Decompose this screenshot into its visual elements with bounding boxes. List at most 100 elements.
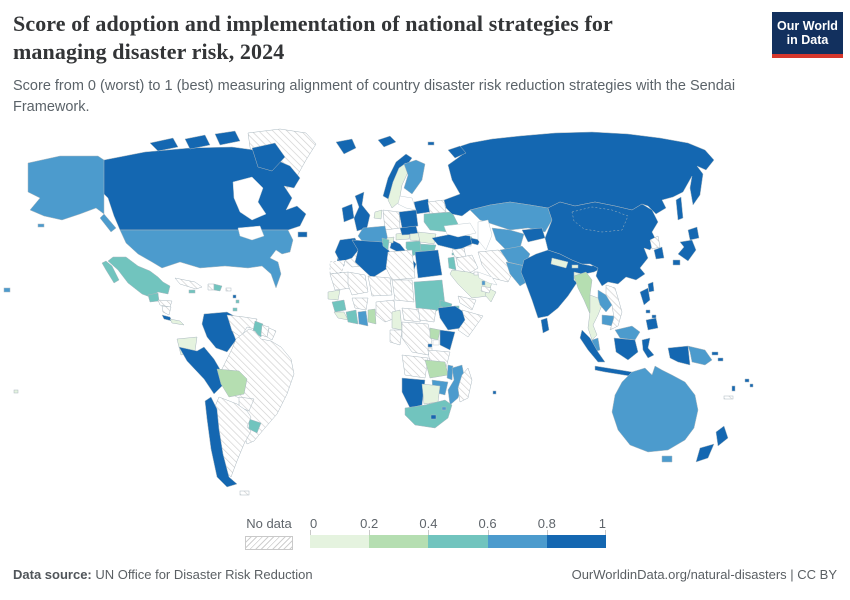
country-belarus[interactable] [427, 199, 447, 215]
country-kuwait[interactable] [473, 271, 479, 276]
country-puerto-rico[interactable] [225, 287, 232, 292]
country-paraguay[interactable] [238, 396, 255, 412]
country-uae[interactable] [480, 285, 492, 294]
country-vietnam[interactable] [605, 284, 623, 331]
country-sierra-leone-liberia[interactable] [333, 311, 349, 321]
country-niger[interactable] [367, 275, 393, 297]
country-eswatini[interactable] [441, 406, 447, 411]
country-usa-hawaii[interactable] [3, 287, 11, 293]
country-angola[interactable] [401, 354, 429, 379]
country-kenya[interactable] [439, 329, 456, 351]
country-romania[interactable] [417, 231, 437, 245]
country-ivory-coast[interactable] [345, 309, 359, 325]
country-iraq[interactable] [455, 254, 479, 275]
country-botswana[interactable] [421, 383, 441, 405]
country-tunisia[interactable] [381, 237, 390, 251]
country-jamaica[interactable] [188, 289, 196, 294]
country-turkey[interactable] [431, 233, 473, 251]
country-new-zealand[interactable] [695, 425, 729, 463]
country-sri-lanka[interactable] [540, 317, 550, 334]
country-guyana[interactable] [252, 320, 264, 338]
country-bolivia[interactable] [216, 368, 248, 398]
country-egypt[interactable] [414, 249, 443, 279]
country-israel-jordan[interactable] [447, 256, 457, 271]
country-mongolia[interactable] [571, 206, 629, 233]
footer-link[interactable]: OurWorldinData.org/natural-disasters | C… [571, 567, 837, 582]
country-uk[interactable] [353, 191, 371, 232]
country-australia[interactable] [611, 365, 699, 463]
country-dominica[interactable] [232, 294, 237, 299]
country-colombia[interactable] [201, 311, 237, 353]
country-nepal[interactable] [550, 257, 569, 269]
country-canada-arctic-islands[interactable] [149, 130, 286, 172]
country-drc[interactable] [401, 321, 433, 356]
country-haiti[interactable] [207, 283, 215, 291]
country-china[interactable] [544, 201, 659, 287]
country-dominican-republic[interactable] [213, 283, 223, 292]
country-fiji[interactable] [744, 378, 754, 388]
country-qatar[interactable] [481, 280, 486, 286]
country-chile[interactable] [204, 396, 238, 488]
legend-no-data[interactable]: No data [245, 516, 293, 550]
country-poland[interactable] [398, 209, 419, 229]
country-mexico[interactable] [101, 256, 171, 298]
country-french-polynesia[interactable] [13, 389, 19, 394]
country-mauritius[interactable] [492, 390, 497, 395]
country-morocco[interactable] [334, 237, 361, 263]
country-guinea[interactable] [331, 299, 347, 313]
country-venezuela[interactable] [226, 314, 258, 338]
legend-color-bar[interactable]: 0 0.2 0.4 0.6 0.8 1 [310, 516, 607, 548]
country-togo-benin[interactable] [367, 308, 377, 325]
country-south-sudan[interactable] [417, 307, 437, 323]
country-russia-sakhalin[interactable] [675, 196, 684, 221]
country-papua-new-guinea[interactable] [687, 345, 713, 366]
country-lesotho[interactable] [430, 414, 437, 420]
country-new-caledonia[interactable] [723, 395, 734, 400]
country-honduras[interactable] [157, 299, 173, 308]
country-nicaragua[interactable] [161, 305, 172, 316]
country-namibia[interactable] [401, 377, 426, 409]
country-russia-franz-josef[interactable] [427, 141, 435, 146]
country-gabon-congo[interactable] [389, 329, 403, 346]
country-vanuatu[interactable] [731, 385, 736, 392]
country-yemen[interactable] [457, 295, 477, 311]
country-sudan[interactable] [413, 279, 446, 313]
country-somalia[interactable] [457, 309, 484, 338]
country-libya[interactable] [385, 249, 416, 281]
country-svalbard[interactable] [377, 135, 397, 148]
country-uruguay[interactable] [248, 418, 262, 434]
country-ireland[interactable] [341, 203, 355, 223]
country-panama[interactable] [169, 318, 185, 326]
country-south-africa[interactable] [404, 399, 453, 429]
country-mozambique[interactable] [447, 364, 466, 406]
country-rwanda[interactable] [427, 343, 433, 348]
country-south-korea[interactable] [653, 246, 665, 260]
country-burkina-faso[interactable] [351, 297, 369, 311]
country-mali[interactable] [347, 271, 369, 296]
country-usa-alaska[interactable] [27, 155, 117, 233]
country-falkland-islands[interactable] [239, 490, 250, 496]
country-philippines[interactable] [639, 287, 659, 331]
country-kyrgyzstan-tajikistan[interactable] [521, 227, 546, 243]
country-madagascar[interactable] [457, 367, 473, 403]
country-central-african-republic[interactable] [401, 307, 423, 323]
country-cuba[interactable] [174, 277, 203, 290]
country-finland[interactable] [403, 159, 426, 195]
country-north-korea[interactable] [649, 235, 661, 250]
country-iceland[interactable] [335, 138, 357, 155]
country-solomon-islands[interactable] [711, 351, 724, 362]
country-usa[interactable] [119, 229, 294, 289]
country-canada-newfoundland[interactable] [297, 231, 308, 238]
country-taiwan[interactable] [647, 281, 655, 293]
country-russia[interactable] [443, 131, 715, 217]
country-japan[interactable] [672, 226, 700, 266]
country-senegal[interactable] [327, 289, 341, 301]
country-nigeria[interactable] [375, 299, 397, 323]
country-malawi[interactable] [446, 364, 454, 381]
country-russia-novaya-zemlya[interactable] [447, 145, 467, 159]
country-germany[interactable] [382, 209, 401, 231]
country-trinidad-tobago[interactable] [232, 307, 238, 312]
country-usa-aleutians[interactable] [37, 223, 45, 228]
country-denmark[interactable] [373, 209, 383, 220]
country-kazakhstan[interactable] [469, 201, 553, 233]
